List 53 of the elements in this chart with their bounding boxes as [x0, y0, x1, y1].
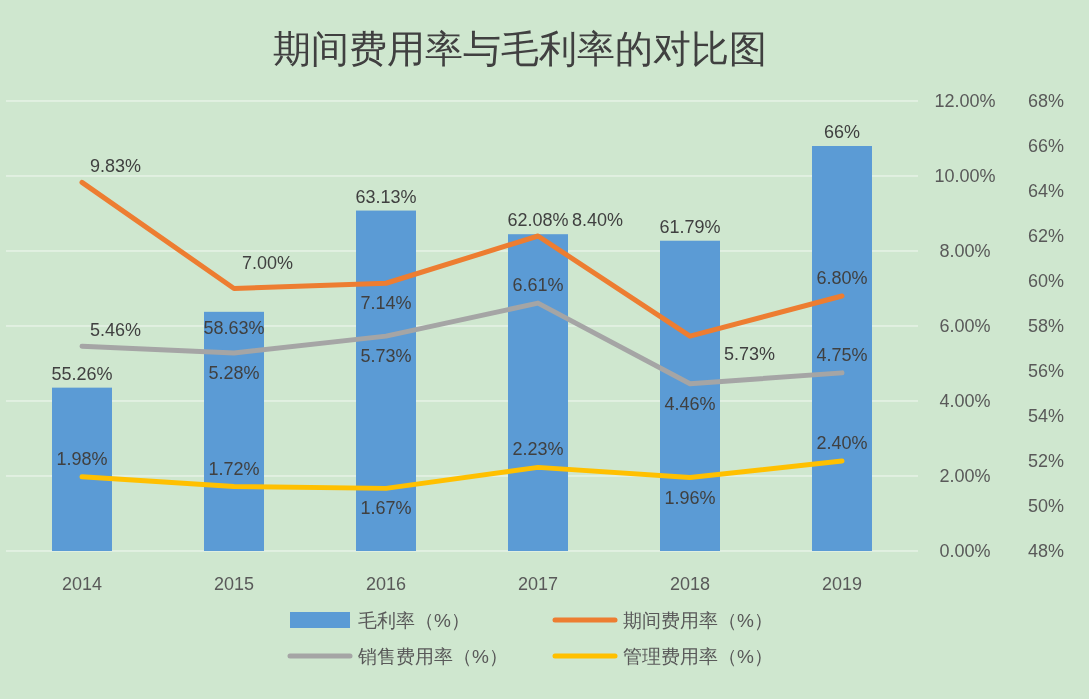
data-label: 9.83% — [90, 156, 142, 177]
data-label: 62.08% — [507, 210, 569, 231]
y-tick-label: 0.00% — [939, 541, 991, 561]
y2-tick-label: 66% — [1027, 136, 1065, 156]
x-tick-label: 2017 — [517, 574, 559, 594]
data-label: 7.00% — [242, 252, 294, 273]
legend-label: 期间费用率（%） — [623, 610, 773, 631]
y-tick-label: 2.00% — [939, 466, 991, 486]
y2-tick-label: 52% — [1027, 451, 1065, 471]
y2-tick-label: 50% — [1027, 496, 1065, 516]
y2-tick-label: 56% — [1027, 361, 1065, 381]
y-tick-label: 4.00% — [939, 391, 991, 411]
data-label: 1.67% — [360, 498, 412, 519]
data-label: 4.75% — [816, 344, 868, 365]
data-label: 2.40% — [816, 433, 868, 453]
data-label: 6.61% — [512, 275, 564, 296]
data-label: 58.63% — [203, 317, 265, 338]
data-label: 2.23% — [512, 439, 564, 460]
data-label: 6.80% — [816, 268, 868, 288]
data-label: 8.40% — [572, 210, 624, 230]
y2-tick-label: 58% — [1027, 316, 1065, 336]
data-label: 5.28% — [208, 363, 260, 383]
data-label: 5.73% — [724, 344, 776, 365]
x-tick-label: 2019 — [821, 574, 863, 594]
y2-tick-label: 54% — [1027, 406, 1065, 426]
data-label: 7.14% — [360, 293, 412, 314]
data-label: 66% — [823, 122, 861, 142]
legend-label: 销售费用率（%） — [357, 646, 508, 667]
data-label: 5.73% — [360, 346, 412, 367]
data-label: 5.46% — [90, 320, 142, 341]
y-tick-label: 10.00% — [934, 166, 996, 186]
data-label: 61.79% — [659, 216, 721, 237]
x-tick-label: 2018 — [669, 574, 711, 594]
chart-title: 期间费用率与毛利率的对比图 — [273, 28, 767, 70]
data-label: 1.96% — [664, 487, 716, 508]
data-label: 1.72% — [208, 458, 260, 479]
legend-label: 管理费用率（%） — [623, 646, 773, 667]
y2-tick-label: 48% — [1027, 541, 1065, 561]
y-tick-label: 6.00% — [939, 316, 991, 336]
data-label: 63.13% — [355, 186, 417, 207]
data-label: 1.98% — [56, 448, 108, 469]
y-tick-label: 8.00% — [939, 241, 991, 261]
y2-tick-label: 68% — [1027, 91, 1065, 111]
legend-label: 毛利率（%） — [358, 610, 470, 631]
y2-tick-label: 60% — [1027, 271, 1065, 291]
data-label: 4.46% — [664, 393, 716, 414]
y-tick-label: 12.00% — [934, 91, 996, 111]
x-tick-label: 2014 — [61, 574, 103, 594]
y2-tick-label: 64% — [1027, 181, 1065, 201]
data-label: 55.26% — [51, 363, 113, 384]
x-tick-label: 2015 — [213, 574, 255, 594]
y2-tick-label: 62% — [1027, 226, 1065, 246]
x-tick-label: 2016 — [365, 574, 407, 594]
